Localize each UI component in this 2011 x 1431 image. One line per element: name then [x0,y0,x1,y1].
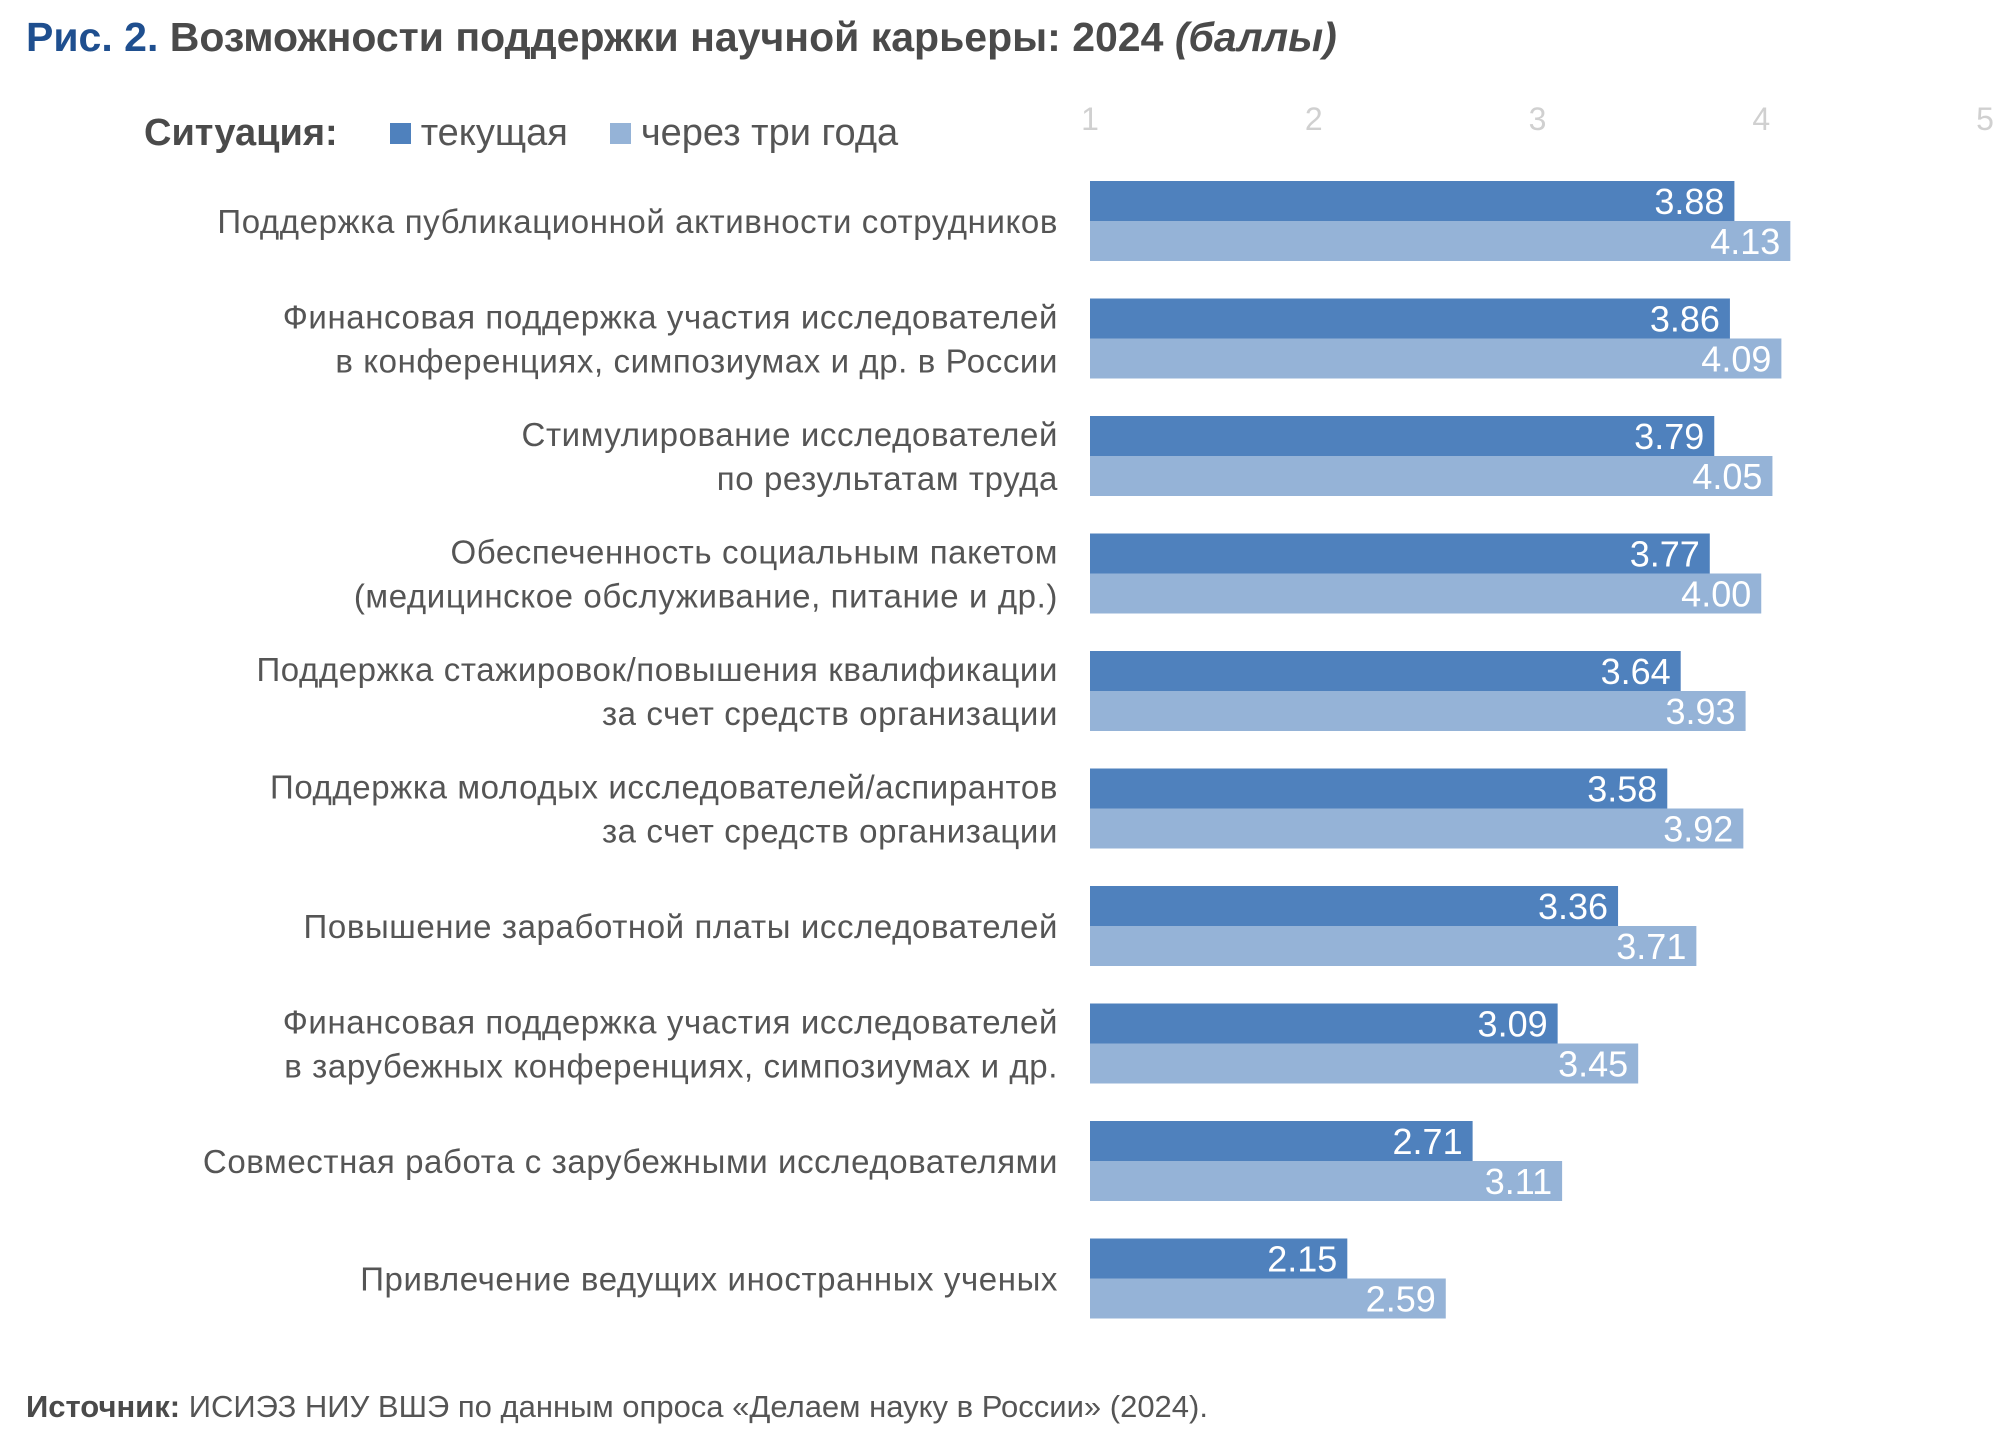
legend-swatch-future [609,122,631,144]
data-label-current: 3.64 [1601,651,1671,692]
data-label-current: 2.71 [1393,1121,1463,1162]
data-label-future: 3.93 [1666,691,1736,732]
figure-number: Рис. 2. [26,14,159,60]
legend-label-current: текущая [420,111,568,154]
bar-current [1090,886,1619,926]
bar-current [1090,1238,1348,1279]
category-label: Финансовая поддержка участия исследовате… [283,1004,1058,1041]
bar-current [1090,651,1681,691]
data-label-future: 2.59 [1366,1279,1436,1320]
legend-item-future: через три года [609,111,899,155]
legend-item-current: текущая [389,111,568,155]
bar-future [1090,808,1744,849]
legend: Ситуация: текущая через три года [144,106,940,160]
bar-chart: 1 2 3 4 5 Поддержка публикационной активности… [203,101,1994,1320]
x-tick-label: 1 [1081,101,1099,137]
category-label: в зарубежных конференциях, симпозиумах и… [284,1048,1058,1085]
bar-current [1090,1121,1473,1161]
data-label-current: 3.77 [1630,534,1700,575]
bar-current [1090,533,1710,574]
category-label: Поддержка молодых исследователей/аспиран… [270,769,1058,806]
data-label-current: 3.79 [1634,416,1704,457]
bar-future [1090,1278,1446,1319]
bar-future [1090,338,1782,379]
chart-title: Рис. 2. Возможности поддержки научной ка… [26,14,1337,61]
data-label-future: 3.45 [1558,1044,1628,1085]
data-label-future: 4.09 [1701,339,1771,380]
data-label-current: 3.58 [1587,769,1657,810]
category-label: за счет средств организации [602,695,1058,732]
data-label-future: 4.05 [1692,456,1762,497]
category-label: (медицинское обслуживание, питание и др.… [354,578,1058,615]
source-label: Источник: [26,1389,181,1424]
bar-future [1090,926,1697,966]
category-label: Стимулирование исследователей [522,416,1058,453]
category-label: Привлечение ведущих иностранных ученых [360,1261,1058,1298]
category-label: Финансовая поддержка участия исследовате… [283,299,1058,336]
legend-title: Ситуация: [144,111,338,154]
data-label-current: 3.88 [1654,181,1724,222]
bar-current [1090,416,1715,456]
category-label: Поддержка публикационной активности сотр… [217,203,1058,240]
x-tick-label: 4 [1752,101,1770,137]
bar-future [1090,1161,1563,1201]
category-label: Повышение заработной платы исследователе… [304,908,1058,945]
bar-future [1090,1043,1639,1084]
data-label-future: 4.00 [1681,574,1751,615]
source-text: ИСИЭЗ НИУ ВШЭ по данным опроса «Делаем н… [188,1389,1208,1424]
data-label-current: 2.15 [1267,1239,1337,1280]
x-tick-label: 3 [1529,101,1547,137]
bar-current [1090,298,1730,339]
category-label: по результатам труда [717,460,1058,497]
bar-future [1090,456,1773,496]
data-label-current: 3.86 [1650,299,1720,340]
source-note: Источник: ИСИЭЗ НИУ ВШЭ по данным опроса… [26,1389,1208,1425]
legend-swatch-current [389,122,411,144]
bar-future [1090,221,1791,261]
category-label: Обеспеченность социальным пакетом [450,534,1058,571]
bar-current [1090,181,1735,221]
title-text: Возможности поддержки научной карьеры: 2… [169,14,1164,60]
data-label-future: 3.92 [1663,809,1733,850]
category-label: в конференциях, симпозиумах и др. в Росс… [335,343,1058,380]
category-label: Совместная работа с зарубежными исследов… [203,1143,1058,1180]
data-label-current: 3.09 [1478,1004,1548,1045]
data-label-current: 3.36 [1538,886,1608,927]
x-tick-label: 5 [1976,101,1994,137]
bar-future [1090,573,1762,614]
bar-current [1090,768,1668,809]
category-label: за счет средств организации [602,813,1058,850]
data-label-future: 3.71 [1616,926,1686,967]
bar-current [1090,1003,1558,1044]
x-tick-label: 2 [1305,101,1323,137]
legend-label-future: через три года [640,111,899,154]
data-label-future: 3.11 [1485,1161,1552,1202]
bar-future [1090,691,1746,731]
data-label-future: 4.13 [1710,221,1780,262]
title-unit: (баллы) [1174,14,1337,60]
category-label: Поддержка стажировок/повышения квалифика… [256,651,1058,688]
